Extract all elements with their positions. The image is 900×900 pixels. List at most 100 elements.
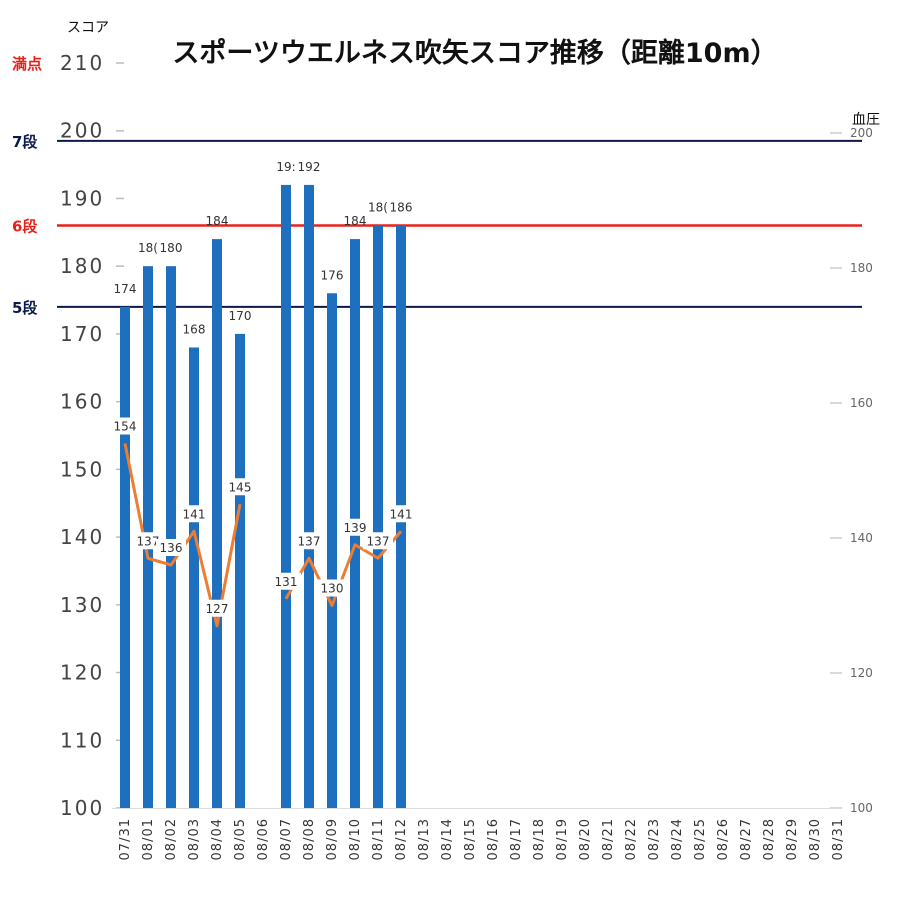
x-tick-label: 08/05 — [233, 818, 248, 860]
line-value-label: 141 — [183, 507, 206, 521]
bar — [304, 184, 314, 809]
x-tick-label: 08/15 — [463, 818, 478, 860]
x-tick-label: 08/31 — [831, 818, 846, 860]
y2-tick-label: 140 — [850, 531, 873, 545]
x-tick-label: 08/11 — [371, 818, 386, 860]
x-tick-label: 08/07 — [279, 818, 294, 860]
reference-label: 6段 — [12, 218, 37, 236]
y-tick-label: 140 — [60, 525, 104, 549]
y-tick-label: 160 — [60, 390, 104, 414]
bar-value-label: 186 — [390, 201, 413, 215]
reference-label: 7段 — [12, 133, 37, 151]
y-tick-label: 120 — [60, 661, 104, 685]
line-value-label-bg — [363, 532, 393, 550]
x-tick-label: 08/17 — [509, 818, 524, 860]
x-tick-label: 08/03 — [187, 818, 202, 860]
x-tick-label: 08/08 — [302, 818, 317, 860]
y-tick-label: 190 — [60, 186, 104, 210]
line-value-label: 139 — [344, 521, 367, 535]
x-tick-label: 08/10 — [348, 818, 363, 860]
line-value-label-bg — [179, 505, 209, 523]
bar — [327, 293, 337, 809]
bar-value-label: 184 — [344, 214, 367, 228]
x-tick-label: 08/13 — [417, 818, 432, 860]
bar — [281, 184, 291, 809]
bar-value-label: 192 — [298, 160, 321, 174]
y2-tick-label: 200 — [850, 126, 873, 140]
line-value-label-bg — [133, 532, 163, 550]
line-value-label-bg — [294, 532, 324, 550]
bar — [189, 347, 199, 808]
bar-value-label: 170 — [229, 309, 252, 323]
bar-value-label: 168 — [183, 322, 206, 336]
line-value-label: 137 — [367, 534, 390, 548]
x-tick-label: 08/06 — [256, 818, 271, 860]
bar-value-label: 174 — [114, 282, 137, 296]
bar — [373, 225, 383, 808]
x-tick-label: 08/20 — [578, 818, 593, 860]
y2-tick-label: 160 — [850, 396, 873, 410]
line-value-label: 127 — [206, 602, 229, 616]
line-value-label-bg — [271, 572, 301, 590]
bar — [212, 239, 222, 808]
line-value-label: 131 — [275, 575, 298, 589]
y-tick-label: 200 — [60, 119, 104, 143]
line-value-label-bg — [202, 599, 232, 617]
y-tick-label: 180 — [60, 254, 104, 278]
y2-tick-label: 180 — [850, 261, 873, 275]
y-tick-label: 130 — [60, 593, 104, 617]
line-value-label: 145 — [229, 480, 252, 494]
bar — [235, 333, 245, 808]
line-value-label: 137 — [298, 534, 321, 548]
x-tick-label: 08/24 — [670, 818, 685, 860]
y-tick-label: 150 — [60, 457, 104, 481]
line-value-label-bg — [156, 539, 186, 556]
bar-value-label: 176 — [321, 268, 344, 282]
line-value-label-bg — [340, 518, 370, 536]
x-tick-label: 08/27 — [739, 818, 754, 860]
x-tick-label: 08/28 — [762, 818, 777, 860]
line-value-label: 130 — [321, 582, 344, 596]
y2-tick-label: 100 — [850, 801, 873, 815]
x-tick-label: 08/09 — [325, 818, 340, 860]
y2-axis-title: 血圧 — [852, 112, 880, 128]
line-series — [284, 530, 403, 607]
line-value-label: 141 — [390, 507, 413, 521]
line-value-label-bg — [317, 579, 347, 597]
x-tick-label: 07/31 — [118, 818, 133, 860]
bar-value-label: 18( — [368, 201, 388, 215]
x-tick-label: 08/12 — [394, 818, 409, 860]
bar-value-label: 19: — [276, 160, 295, 174]
line-value-label: 137 — [137, 534, 160, 548]
x-tick-label: 08/25 — [693, 818, 708, 860]
bar — [166, 266, 176, 808]
y-axis-title: スコア — [67, 20, 109, 36]
y-tick-label: 110 — [60, 728, 104, 752]
bar-value-label: 184 — [206, 214, 229, 228]
chart-title: スポーツウエルネス吹矢スコア推移（距離10m） — [172, 37, 777, 69]
x-tick-label: 08/30 — [808, 818, 823, 860]
reference-label: 満点 — [12, 55, 42, 73]
x-tick-label: 08/14 — [440, 818, 455, 860]
x-tick-label: 08/23 — [647, 818, 662, 860]
bar-value-label: 180 — [160, 241, 183, 255]
line-value-label-bg — [225, 478, 255, 496]
y-tick-label: 210 — [60, 51, 104, 75]
x-tick-label: 08/02 — [164, 818, 179, 860]
x-tick-label: 08/22 — [624, 818, 639, 860]
x-tick-label: 08/29 — [785, 818, 800, 860]
bar — [120, 306, 130, 808]
x-tick-label: 08/21 — [601, 818, 616, 860]
x-tick-label: 08/19 — [555, 818, 570, 860]
x-tick-label: 08/26 — [716, 818, 731, 860]
line-value-label: 136 — [160, 541, 183, 555]
x-tick-label: 08/16 — [486, 818, 501, 860]
bar-value-label: 18( — [138, 241, 158, 255]
y-tick-label: 170 — [60, 322, 104, 346]
y2-tick-label: 120 — [850, 666, 873, 680]
line-value-label-bg — [386, 505, 416, 523]
x-tick-label: 08/04 — [210, 818, 225, 860]
x-tick-label: 08/01 — [141, 818, 156, 860]
line-value-label-bg — [110, 417, 140, 435]
